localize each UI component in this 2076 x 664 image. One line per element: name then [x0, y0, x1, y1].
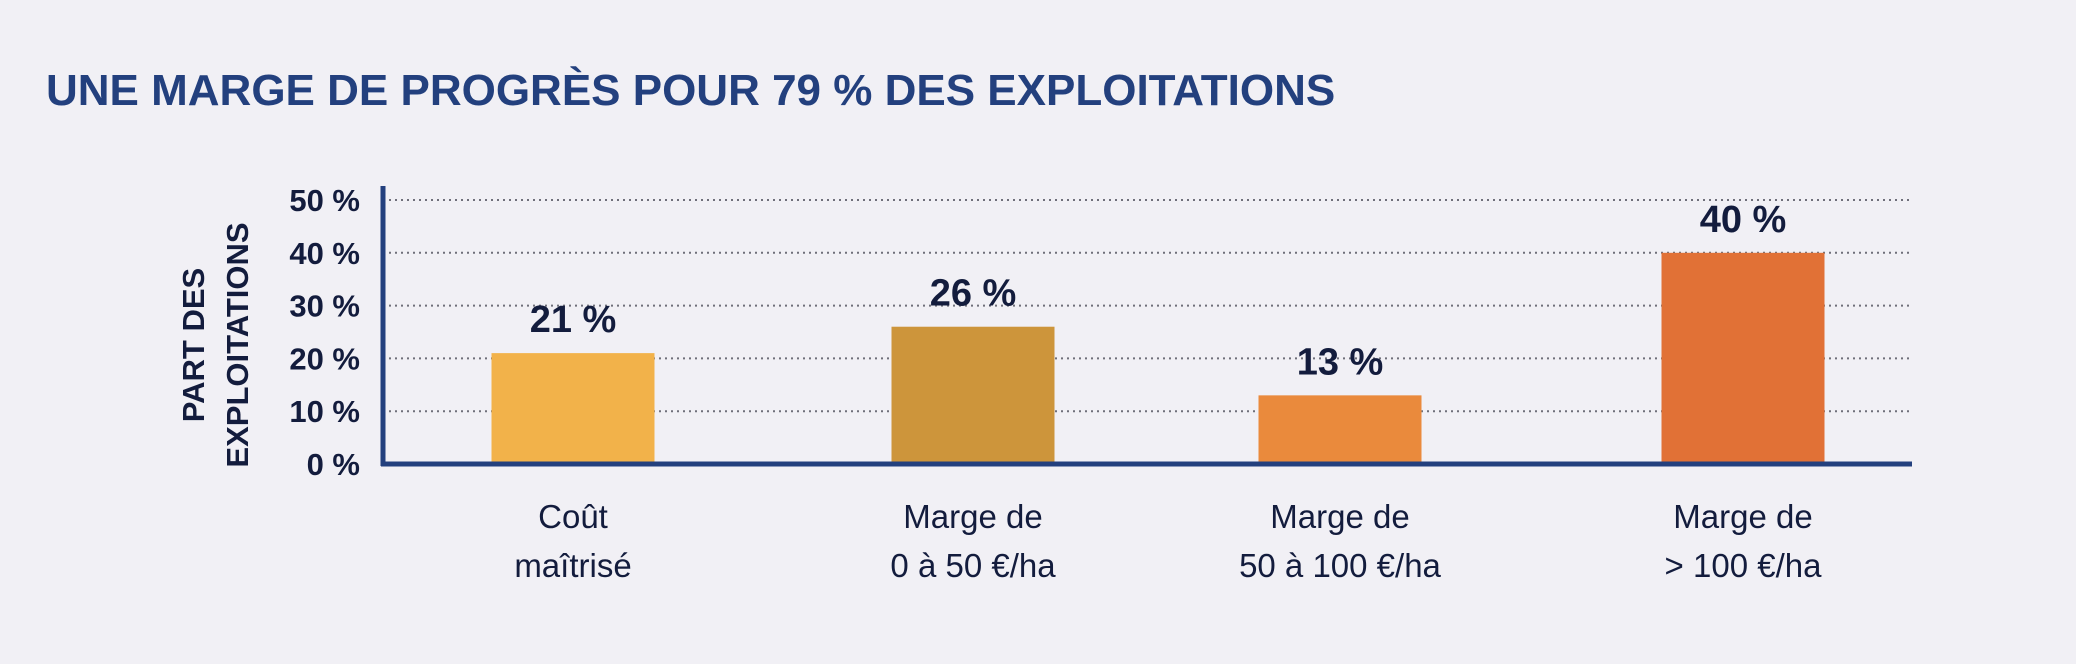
y-axis-title-line-2: EXPLOITATIONS: [220, 222, 255, 467]
y-axis-title-line-1: PART DES: [176, 268, 211, 422]
category-label-4-line-2: > 100 €/ha: [1665, 547, 1823, 584]
category-label-2-line-2: 0 à 50 €/ha: [890, 547, 1056, 584]
bar-1: [491, 353, 655, 464]
category-label-4-line-1: Marge de: [1673, 498, 1812, 535]
bar-4: [1661, 252, 1825, 464]
y-tick-label-40: 40 %: [289, 236, 360, 271]
y-tick-label-10: 10 %: [289, 394, 360, 429]
y-tick-label-0: 0 %: [307, 447, 360, 482]
data-label-3: 13 %: [1297, 341, 1384, 383]
category-label-3-line-2: 50 à 100 €/ha: [1239, 547, 1441, 584]
bar-2: [891, 326, 1055, 464]
chart-title: UNE MARGE DE PROGRÈS POUR 79 % DES EXPLO…: [46, 66, 1336, 115]
category-label-1-line-1: Coût: [538, 498, 608, 535]
bar-3: [1258, 395, 1422, 464]
data-label-2: 26 %: [930, 273, 1017, 315]
y-tick-label-50: 50 %: [289, 183, 360, 218]
y-tick-label-20: 20 %: [289, 341, 360, 376]
y-tick-label-30: 30 %: [289, 289, 360, 324]
category-label-1-line-2: maîtrisé: [514, 547, 631, 584]
category-label-3-line-1: Marge de: [1270, 498, 1409, 535]
category-label-2-line-1: Marge de: [903, 498, 1042, 535]
data-label-4: 40 %: [1700, 199, 1787, 241]
data-label-1: 21 %: [530, 299, 617, 341]
